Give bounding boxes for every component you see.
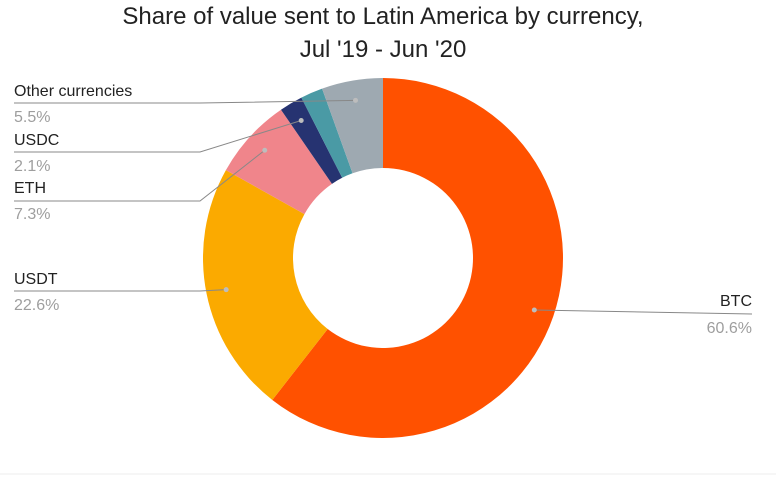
- label-name: BTC: [720, 293, 752, 310]
- label-value: 5.5%: [14, 109, 50, 126]
- leader-line: [14, 289, 227, 292]
- leader-dot: [531, 307, 537, 313]
- leader-dot: [353, 97, 359, 103]
- data-label-usdc: USDC 2.1%: [14, 117, 304, 175]
- leader-line: [534, 309, 753, 315]
- chart-subtitle: Jul '19 - Jun '20: [300, 36, 467, 63]
- label-value: 2.1%: [14, 158, 50, 175]
- leader-dot: [298, 117, 304, 123]
- data-label-btc: BTC 60.6%: [531, 293, 753, 337]
- slice-btc: [272, 78, 564, 438]
- label-name: Other currencies: [14, 83, 132, 100]
- chart-title: Share of value sent to Latin America by …: [122, 3, 643, 30]
- slice-usdt: [203, 170, 328, 400]
- leader-line: [14, 120, 302, 153]
- data-label-other-currencies: Other currencies 5.5%: [14, 83, 359, 126]
- slice-slice-4: [301, 88, 353, 178]
- leader-line: [14, 149, 266, 202]
- slices-group: [203, 78, 564, 438]
- label-name: USDT: [14, 271, 58, 288]
- data-label-usdt: USDT 22.6%: [14, 271, 229, 314]
- slice-usdc: [280, 97, 343, 184]
- leader-line: [14, 99, 356, 104]
- label-value: 22.6%: [14, 297, 59, 314]
- label-name: ETH: [14, 180, 46, 197]
- leader-dot: [223, 287, 229, 293]
- data-label-eth: ETH 7.3%: [14, 147, 268, 223]
- slice-other-currencies: [322, 78, 383, 174]
- label-value: 7.3%: [14, 206, 50, 223]
- label-name: USDC: [14, 132, 59, 149]
- label-value: 60.6%: [707, 320, 752, 337]
- labels-group: BTC 60.6% USDT 22.6% ETH 7.3% USDC 2.1% Other cu…: [14, 83, 753, 337]
- leader-dot: [262, 147, 268, 153]
